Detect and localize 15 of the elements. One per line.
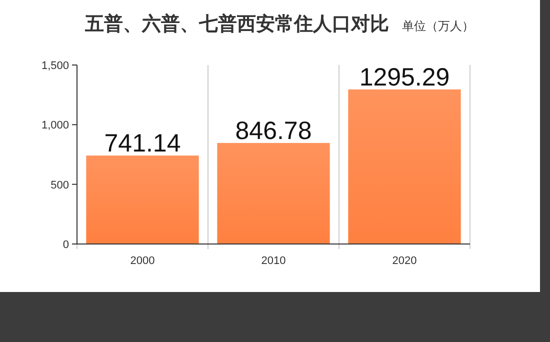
x-tick-label: 2020 bbox=[392, 255, 417, 267]
chart-subtitle: 单位（万人） bbox=[402, 19, 474, 33]
chart-title: 五普、六普、七普西安常住人口对比 bbox=[84, 13, 389, 35]
data-label: 1295.29 bbox=[359, 63, 450, 92]
bar bbox=[217, 142, 330, 244]
y-tick-label: 1,000 bbox=[41, 120, 69, 132]
y-tick-label: 1,500 bbox=[41, 60, 69, 72]
y-tick-label: 500 bbox=[50, 179, 69, 192]
x-tick-label: 2010 bbox=[261, 255, 286, 267]
data-label: 741.14 bbox=[104, 130, 181, 158]
y-tick-label: 0 bbox=[62, 239, 69, 251]
bar bbox=[86, 156, 199, 244]
bar bbox=[348, 89, 461, 244]
data-label: 846.78 bbox=[235, 116, 312, 145]
x-tick-label: 2000 bbox=[130, 255, 155, 267]
